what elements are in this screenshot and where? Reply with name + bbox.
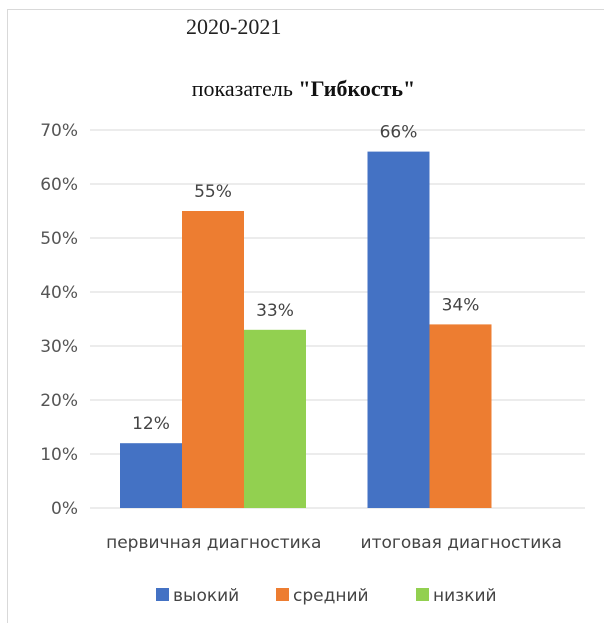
x-category-label: итоговая диагностика — [361, 533, 562, 553]
data-label: 34% — [442, 295, 480, 315]
chart-title: показатель "Гибкость" — [0, 76, 607, 102]
x-category-label: первичная диагностика — [106, 533, 321, 553]
y-tick-label: 10% — [40, 445, 78, 465]
y-tick-label: 50% — [40, 229, 78, 249]
data-label: 55% — [194, 182, 232, 202]
y-tick-label: 60% — [40, 175, 78, 195]
bar-3-1 — [244, 329, 306, 508]
data-label: 66% — [380, 123, 418, 143]
data-labels: 12% 55% 33% 66% 34% — [132, 123, 479, 435]
year-label: 2020-2021 — [186, 14, 282, 39]
legend-swatch — [416, 588, 429, 601]
legend-swatch — [276, 588, 289, 601]
data-label: 12% — [132, 414, 170, 434]
legend-label: средний — [293, 586, 369, 606]
chart-title-prefix: показатель — [191, 76, 299, 101]
legend-label: низкий — [433, 586, 497, 606]
y-tick-label: 30% — [40, 337, 78, 357]
bar-1-2 — [367, 151, 430, 508]
bar-2-2 — [429, 324, 492, 508]
y-axis: 0% 10% 20% 30% 40% 50% 60% 70% — [40, 121, 78, 519]
chart-title-main: "Гибкость" — [298, 76, 416, 101]
bar-2-1 — [182, 211, 244, 508]
data-label: 33% — [256, 301, 294, 321]
legend-label: выокий — [173, 586, 239, 606]
bar-1-1 — [120, 443, 182, 508]
y-tick-label: 20% — [40, 391, 78, 411]
chart-frame — [7, 9, 604, 623]
legend: выокий средний низкий — [156, 586, 497, 606]
y-tick-label: 70% — [40, 121, 78, 141]
y-tick-label: 0% — [51, 499, 78, 519]
x-axis: первичная диагностика итоговая диагностик… — [106, 533, 562, 553]
legend-swatch — [156, 588, 169, 601]
bars — [120, 151, 492, 508]
y-tick-label: 40% — [40, 283, 78, 303]
